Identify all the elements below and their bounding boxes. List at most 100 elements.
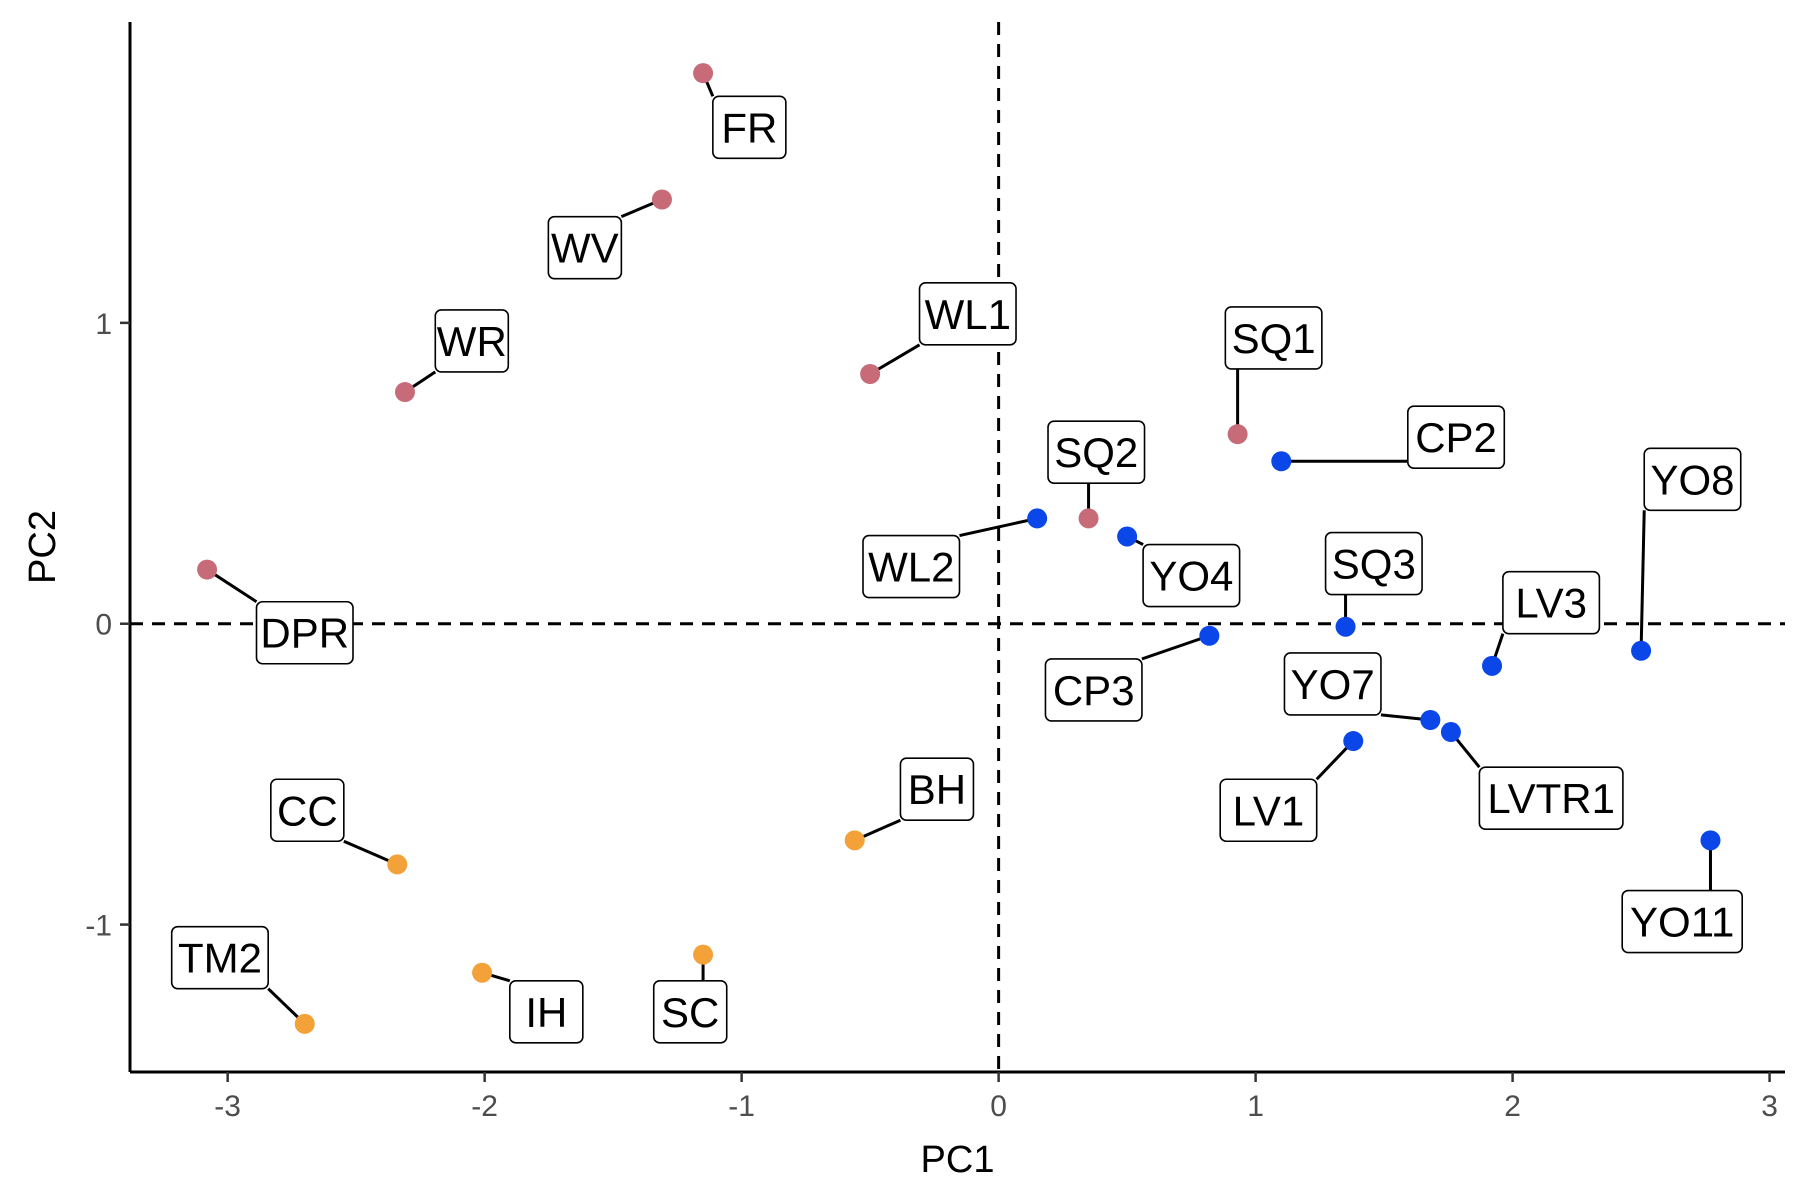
label-box [1283, 652, 1382, 716]
label-box [1324, 531, 1423, 596]
label-text: YO7 [1291, 661, 1375, 708]
data-point [294, 1013, 315, 1034]
label-box [1224, 306, 1323, 370]
data-point [860, 364, 881, 385]
leader-line [959, 516, 1038, 538]
label-text: SQ3 [1332, 541, 1416, 588]
data-points [197, 63, 1721, 1034]
point-labels: FR WV WR WL1 DPR SQ1 SQ2 WL2 YO4 CP2 SQ3 CP3 LV3 YO8 Y… [170, 95, 1744, 1044]
label-box [1407, 405, 1506, 469]
point-label: CC [270, 778, 345, 843]
label-text: YO11 [1630, 899, 1734, 946]
label-box [1502, 570, 1601, 635]
data-point [1631, 640, 1652, 661]
data-point [1440, 722, 1461, 743]
y-axis-title: PC2 [22, 510, 64, 584]
label-box [918, 282, 1017, 346]
label-box [899, 757, 975, 821]
data-point [387, 854, 408, 875]
data-point [1027, 508, 1048, 529]
label-box [1478, 766, 1624, 831]
x-tick-label: 2 [1504, 1090, 1521, 1123]
label-box [1621, 889, 1744, 954]
label-text: YO8 [1650, 456, 1734, 503]
label-text: YO4 [1149, 553, 1233, 600]
data-point [1271, 451, 1292, 472]
data-point [1227, 424, 1248, 445]
data-point [1335, 616, 1356, 637]
data-point [1420, 709, 1441, 730]
data-point [693, 944, 714, 965]
data-point [651, 189, 672, 210]
y-tick-label: 0 [95, 609, 112, 642]
point-label: YO7 [1283, 652, 1382, 716]
y-tick-label: 1 [95, 308, 112, 341]
label-box [652, 980, 728, 1044]
x-tick-label: 1 [1247, 1090, 1264, 1123]
point-label: DPR [255, 600, 354, 665]
x-tick-label: -1 [728, 1090, 755, 1123]
leader-line [1141, 634, 1210, 661]
x-tick-label: 0 [990, 1090, 1007, 1123]
point-label: LVTR1 [1478, 766, 1624, 831]
x-tick-label: 3 [1761, 1090, 1778, 1123]
label-box [712, 95, 787, 160]
point-label: TM2 [170, 925, 269, 990]
point-label: IH [509, 980, 584, 1044]
point-label: SQ1 [1224, 306, 1323, 370]
label-text: SC [661, 989, 719, 1036]
point-label: LV1 [1219, 778, 1318, 843]
y-tick-label: -1 [85, 910, 112, 943]
label-text: LV3 [1515, 580, 1587, 627]
point-label: WR [434, 309, 510, 373]
x-tick-label: -3 [214, 1090, 241, 1123]
reference-lines [130, 22, 1785, 1072]
point-label: WL1 [918, 282, 1017, 346]
data-point [1199, 625, 1220, 646]
leader-line [1639, 510, 1646, 651]
data-point [1117, 526, 1138, 547]
label-text: CC [277, 787, 338, 834]
label-box [434, 309, 510, 373]
label-box [1142, 543, 1241, 608]
data-point [1482, 655, 1503, 676]
label-text: DPR [260, 610, 349, 657]
label-text: IH [525, 989, 567, 1036]
label-box [509, 980, 584, 1044]
label-box [255, 600, 354, 665]
point-label: WL2 [862, 534, 961, 599]
label-text: CP3 [1053, 667, 1135, 714]
point-label: CP2 [1407, 405, 1506, 469]
label-text: WV [551, 225, 619, 272]
point-label: YO8 [1643, 447, 1742, 512]
label-box [547, 215, 623, 280]
point-label: BH [899, 757, 975, 821]
label-text: CP2 [1415, 414, 1497, 461]
point-label: LV3 [1502, 570, 1601, 635]
data-point [693, 63, 714, 84]
label-text: LVTR1 [1487, 775, 1615, 822]
data-point [394, 382, 415, 403]
point-label: YO11 [1621, 889, 1744, 954]
label-box [1044, 658, 1143, 722]
label-text: LV1 [1233, 787, 1305, 834]
point-label: SC [652, 980, 728, 1044]
point-label: CP3 [1044, 658, 1143, 722]
data-point [472, 962, 493, 983]
point-label: WV [547, 215, 623, 280]
point-label: YO4 [1142, 543, 1241, 608]
label-text: FR [721, 104, 777, 151]
data-point [1343, 731, 1364, 752]
data-point [1078, 508, 1099, 529]
label-text: SQ2 [1054, 429, 1138, 476]
label-text: SQ1 [1232, 315, 1316, 362]
point-label: SQ2 [1047, 420, 1146, 485]
data-point [844, 830, 865, 851]
label-box [170, 925, 269, 990]
point-label: SQ3 [1324, 531, 1423, 596]
label-text: WL2 [868, 544, 954, 591]
data-point [1700, 830, 1721, 851]
label-box [862, 534, 961, 599]
label-box [1219, 778, 1318, 843]
